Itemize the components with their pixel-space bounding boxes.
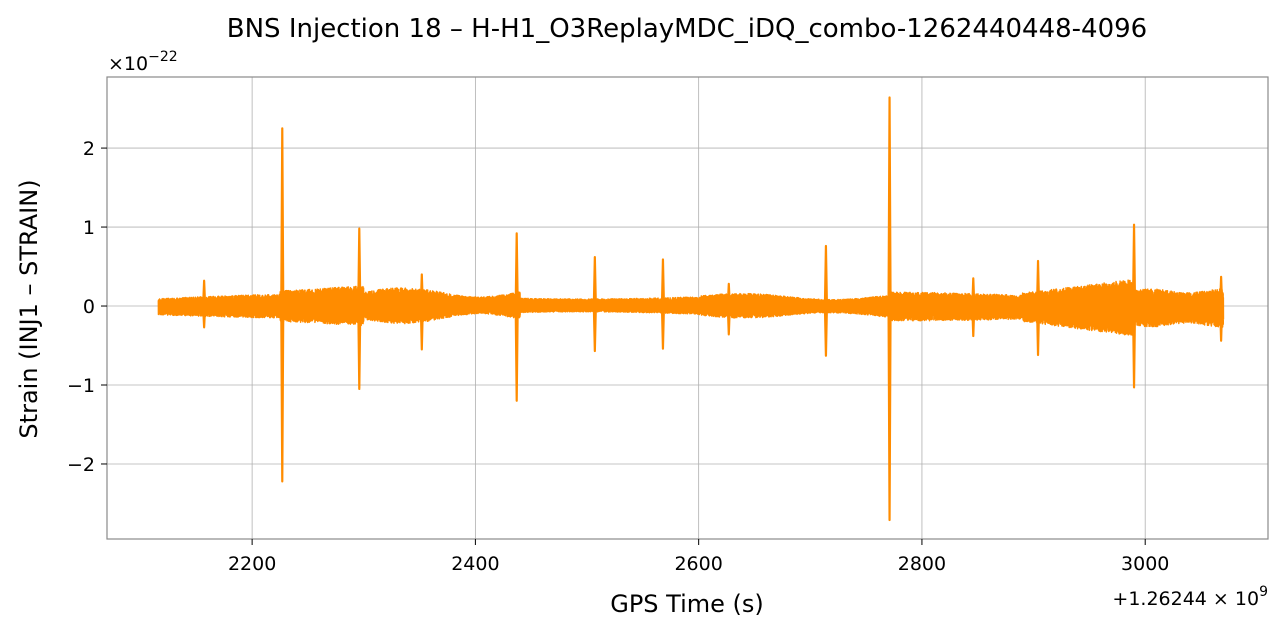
glitch-spike [280,127,285,483]
glitch-spike [971,277,976,338]
glitch-spike [1035,259,1041,357]
x-tick-label: 2800 [898,553,946,575]
glitch-spike [660,258,666,350]
x-tick-label: 2600 [674,553,722,575]
x-tick-label: 2400 [451,553,499,575]
y-tick-label: 2 [83,138,95,160]
strain-series-line [157,279,1225,337]
x-axis: 2200 2400 2600 2800 3000 [228,539,1169,575]
y-tick-label: −1 [67,375,95,397]
glitch-spike [202,279,207,329]
glitch-spike [419,273,424,351]
x-offset-label: +1.26244 × 109 [1112,584,1268,610]
glitch-spike [592,255,597,353]
glitch-spike [823,244,829,357]
plot-frame [106,76,1269,540]
glitch-spike [514,232,519,402]
y-tick-label: 1 [83,217,95,239]
chart-title: BNS Injection 18 – H-H1_O3ReplayMDC_iDQ_… [227,14,1147,44]
y-axis-label: Strain (INJ1 – STRAIN) [15,179,43,438]
glitch-spike [726,282,731,336]
y-axis: −2 −1 0 1 2 [67,138,107,476]
x-axis-label: GPS Time (s) [610,590,764,618]
glitch-spike [357,227,362,391]
series-layer [157,96,1225,522]
x-tick-label: 3000 [1121,553,1169,575]
glitch-spike [887,96,892,522]
glitch-spike [1219,275,1224,342]
glitch-spike [1131,223,1137,389]
y-tick-label: 0 [83,296,95,318]
x-tick-label: 2200 [228,553,276,575]
y-scale-label: ×10−22 [108,49,178,75]
y-tick-label: −2 [67,454,95,476]
